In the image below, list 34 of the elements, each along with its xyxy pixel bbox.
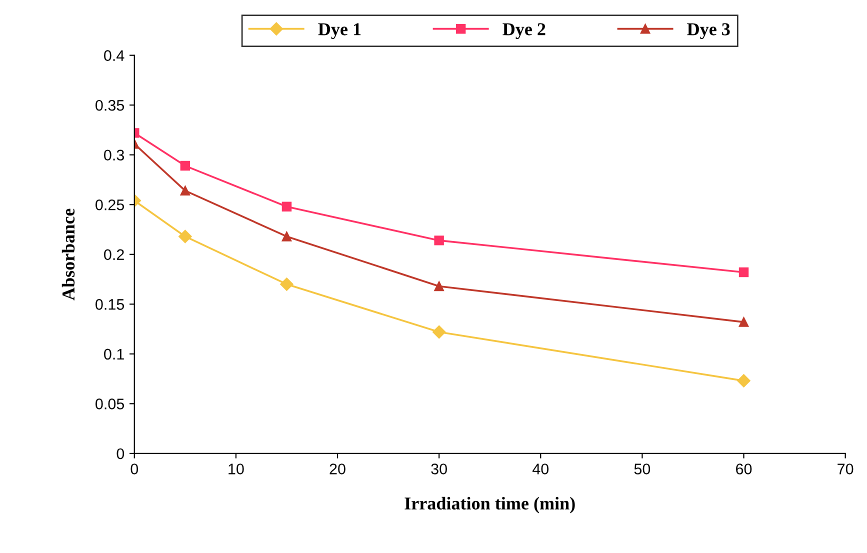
y-axis-title: Absorbance xyxy=(62,208,75,300)
point xyxy=(178,230,192,244)
point xyxy=(434,281,444,292)
x-tick-label: 10 xyxy=(228,464,244,474)
x-tick-label: 30 xyxy=(431,464,447,474)
y-tick-label: 0.05 xyxy=(96,398,124,410)
point xyxy=(180,186,190,196)
y-tick-label: 0 xyxy=(116,448,124,460)
y-tick-label: 0.1 xyxy=(104,348,124,360)
x-tick-label: 70 xyxy=(838,464,854,474)
y-tick-label: 0.25 xyxy=(96,199,124,210)
x-tick-label: 60 xyxy=(736,464,752,474)
point xyxy=(434,236,444,246)
point xyxy=(432,325,446,339)
y-tick-label: 0.15 xyxy=(96,299,124,310)
y-tick-label: 0.3 xyxy=(104,150,124,161)
x-tick-label: 50 xyxy=(634,464,650,474)
x-axis-title: Irradiation time (min) xyxy=(404,496,575,514)
legend-label: Dye 3 xyxy=(687,23,730,40)
point xyxy=(282,202,292,212)
point xyxy=(282,232,292,242)
point xyxy=(738,317,749,327)
point xyxy=(738,267,749,278)
y-tick-label: 0.2 xyxy=(104,249,124,260)
y-tick-label: 0.35 xyxy=(96,100,124,111)
legend-label: Dye 1 xyxy=(318,23,361,40)
legend-label: Dye 2 xyxy=(502,23,546,40)
point xyxy=(280,278,294,291)
point xyxy=(737,374,750,388)
x-tick-label: 20 xyxy=(330,464,346,474)
y-tick-label: 0.4 xyxy=(104,50,124,61)
point xyxy=(180,160,190,171)
x-tick-label: 0 xyxy=(130,464,138,474)
x-tick-label: 40 xyxy=(532,464,549,474)
